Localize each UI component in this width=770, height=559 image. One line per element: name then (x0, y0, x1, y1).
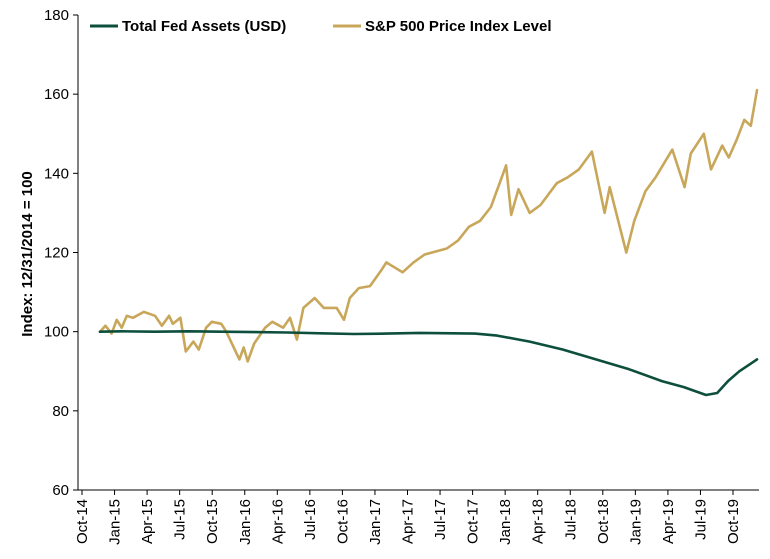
x-tick-label: Jan-16 (237, 499, 254, 545)
x-tick-label: Jul-18 (562, 499, 579, 540)
x-tick-label: Apr-16 (269, 499, 286, 544)
x-tick-label: Oct-19 (725, 499, 742, 544)
x-tick-label: Oct-15 (204, 499, 221, 544)
series-line-fed-assets (98, 329, 759, 397)
x-tick-label: Jul-17 (432, 499, 449, 540)
legend-label: Total Fed Assets (USD) (122, 18, 286, 35)
x-tick-label: Apr-18 (530, 499, 547, 544)
y-tick-label: 160 (44, 86, 69, 103)
x-tick-label: Jan-15 (107, 499, 124, 545)
x-tick-label: Jan-17 (367, 499, 384, 545)
y-tick-label: 80 (52, 403, 69, 420)
legend-label: S&P 500 Price Index Level (365, 18, 552, 35)
series-layer (98, 88, 759, 397)
y-axis-title: Index: 12/31/2014 = 100 (19, 171, 36, 337)
x-tick-label: Oct-17 (465, 499, 482, 544)
x-tick-label: Apr-19 (660, 499, 677, 544)
x-tick-label: Oct-16 (334, 499, 351, 544)
legend: Total Fed Assets (USD) S&P 500 Price Inde… (90, 18, 552, 35)
x-tick-label: Jul-19 (692, 499, 709, 540)
series-line-sp500 (98, 88, 759, 363)
x-tick-label: Jan-18 (497, 499, 514, 545)
x-tick-label: Jul-16 (302, 499, 319, 540)
y-axis: 60 80 100 120 140 160 180 (44, 7, 79, 499)
x-tick-label: Oct-14 (74, 499, 91, 544)
y-tick-label: 120 (44, 245, 69, 262)
x-axis: Oct-14 Jan-15 Apr-15 Jul-15 Oct-15 Jan-16 Apr-… (74, 489, 759, 545)
y-tick-label: 140 (44, 165, 69, 182)
y-tick-label: 60 (52, 482, 69, 499)
x-tick-label: Jul-15 (172, 499, 189, 540)
x-tick-label: Jan-19 (627, 499, 644, 545)
y-tick-label: 180 (44, 7, 69, 24)
x-tick-label: Oct-18 (595, 499, 612, 544)
x-tick-label: Apr-17 (400, 499, 417, 544)
x-tick-label: Apr-15 (139, 499, 156, 544)
y-tick-label: 100 (44, 324, 69, 341)
